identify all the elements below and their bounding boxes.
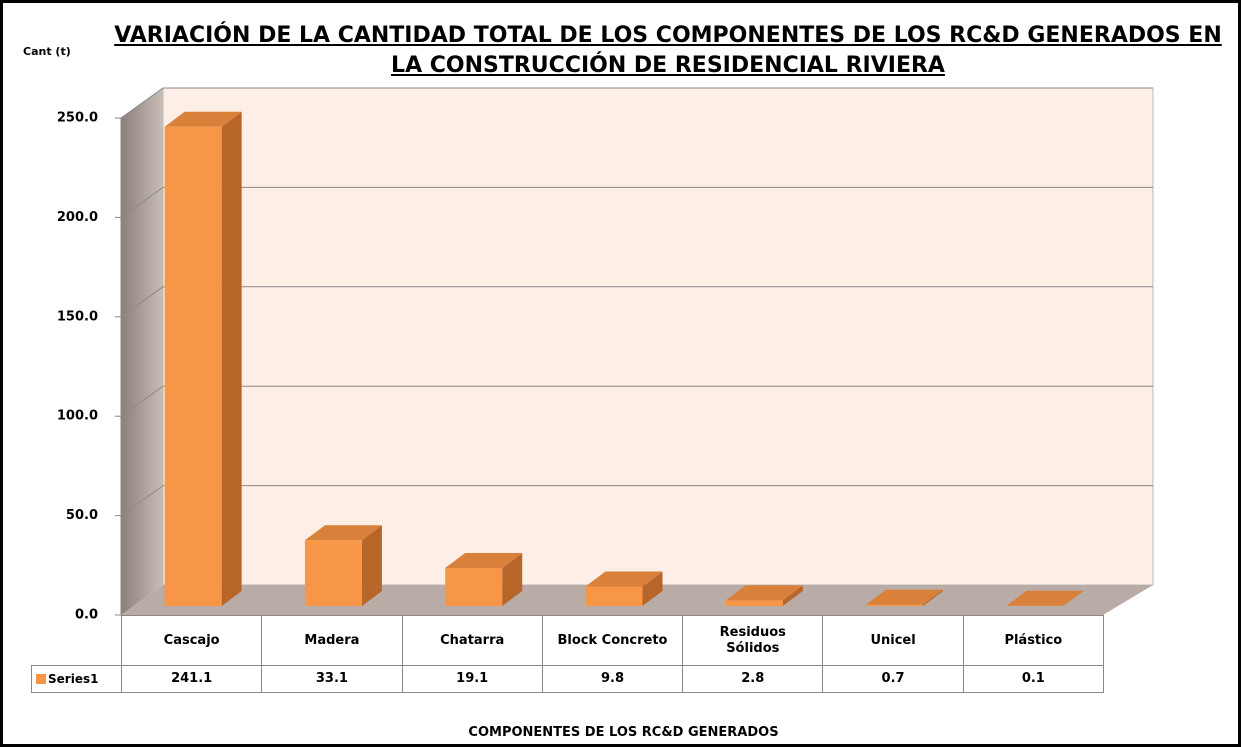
legend-cell: Series1	[31, 665, 122, 693]
chart-title: VARIACIÓN DE LA CANTIDAD TOTAL DE LOS CO…	[114, 23, 1222, 78]
bar	[304, 525, 382, 606]
bar-front	[304, 540, 362, 606]
bar	[866, 589, 944, 606]
bar	[1006, 590, 1084, 606]
plot: 0.0 50.0 100.0 150.0 200.0 250.0	[57, 87, 1154, 623]
grid-line	[120, 485, 1153, 517]
value-cell: 241.1	[121, 665, 263, 693]
y-tick-label: 200.0	[57, 210, 98, 225]
bar-side	[361, 525, 382, 606]
grid-line	[120, 286, 1153, 318]
value-cell: 33.1	[261, 665, 403, 693]
bar-front	[585, 586, 643, 606]
category-cell: Residuos Sólidos	[682, 615, 824, 666]
grid-line	[120, 186, 1153, 218]
back-wall	[162, 87, 1154, 586]
value-cell: 19.1	[401, 665, 543, 693]
grid-line	[120, 385, 1153, 417]
legend-label: Series1	[48, 672, 99, 686]
bar	[585, 571, 663, 606]
y-tick-label: 50.0	[66, 508, 98, 523]
bar-front	[725, 600, 783, 606]
bar	[725, 585, 803, 606]
category-cell: Chatarra	[401, 615, 543, 666]
x-axis-label: COMPONENTES DE LOS RC&D GENERADOS	[468, 725, 779, 740]
bar-side	[502, 553, 523, 606]
category-cell: Unicel	[822, 615, 964, 666]
side-wall	[121, 88, 163, 615]
value-cell: 0.7	[822, 665, 964, 693]
value-cell: 9.8	[541, 665, 684, 693]
bar	[164, 111, 242, 606]
category-cell: Plástico	[962, 615, 1104, 666]
value-cell: 0.1	[962, 665, 1104, 693]
bar-top	[164, 111, 242, 127]
bar-front	[445, 568, 503, 606]
y-tick-label: 250.0	[57, 111, 98, 126]
bar-side	[221, 111, 242, 606]
grid-line	[120, 87, 1153, 119]
category-cell: Block Concreto	[541, 615, 684, 666]
category-cell: Madera	[261, 615, 403, 666]
bar-top	[445, 553, 523, 569]
bar	[445, 553, 523, 606]
bar-top	[585, 571, 663, 587]
bar-top	[304, 525, 382, 541]
bar-side	[642, 571, 663, 606]
bar-front	[164, 126, 222, 606]
bar-front	[866, 604, 924, 606]
bar-top	[866, 589, 944, 605]
y-tick-label: 0.0	[75, 608, 98, 623]
y-tick-label: 150.0	[57, 309, 98, 324]
bar-side	[1063, 590, 1084, 606]
y-tick-label: 100.0	[57, 409, 98, 424]
legend-swatch	[36, 674, 46, 684]
value-cell: 2.8	[682, 665, 824, 693]
bar-top	[1006, 590, 1084, 606]
bar-top	[725, 585, 803, 601]
bar-side	[923, 589, 944, 606]
y-axis-label: Cant (t)	[23, 45, 71, 58]
bar-side	[782, 585, 803, 606]
category-cell: Cascajo	[121, 615, 263, 666]
